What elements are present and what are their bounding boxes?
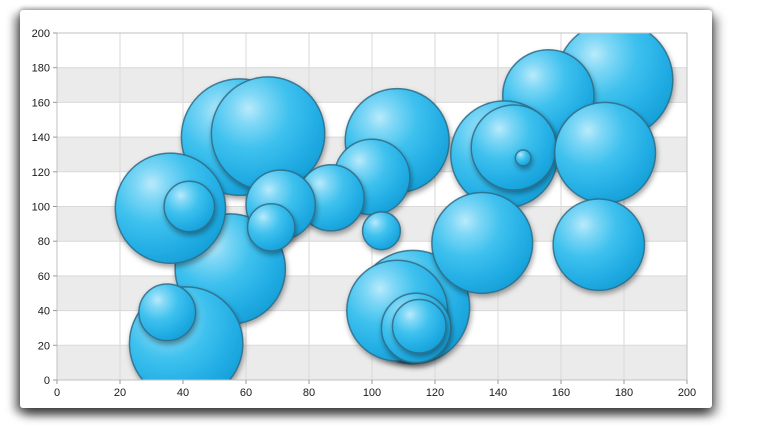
bubble[interactable] bbox=[391, 298, 447, 354]
bubble-series bbox=[114, 33, 674, 380]
y-axis-tick-label: 40 bbox=[38, 306, 50, 318]
y-axis-tick-label: 100 bbox=[32, 202, 50, 214]
x-axis-tick-label: 40 bbox=[177, 387, 189, 399]
x-axis-tick-label: 140 bbox=[489, 387, 507, 399]
y-axis-tick-label: 200 bbox=[32, 28, 50, 40]
x-axis-tick-label: 80 bbox=[303, 387, 315, 399]
y-axis-tick-label: 120 bbox=[32, 167, 50, 179]
bubble[interactable] bbox=[246, 202, 296, 252]
bubble[interactable] bbox=[138, 283, 197, 342]
bubble[interactable] bbox=[470, 104, 558, 191]
x-axis-tick-label: 20 bbox=[114, 387, 126, 399]
x-axis-tick-label: 200 bbox=[678, 387, 696, 399]
x-axis-tick-label: 100 bbox=[363, 387, 381, 399]
bubble[interactable] bbox=[553, 101, 657, 204]
x-axis-tick-label: 160 bbox=[552, 387, 570, 399]
bubble[interactable] bbox=[361, 211, 402, 251]
y-axis-tick-label: 60 bbox=[38, 271, 50, 283]
bubble-chart: 0 20 40 60 80 100 120 140 160 180 200 0 20 40 60 80 100 1… bbox=[32, 28, 697, 399]
y-axis-tick-label: 160 bbox=[32, 97, 50, 109]
y-axis-tick-label: 0 bbox=[44, 375, 50, 387]
chart-panel: 0 20 40 60 80 100 120 140 160 180 200 0 20 40 60 80 100 1… bbox=[20, 10, 712, 408]
bubble[interactable] bbox=[163, 180, 216, 233]
x-axis-tick-label: 60 bbox=[240, 387, 252, 399]
bubble[interactable] bbox=[431, 191, 534, 295]
x-axis-tick-label: 0 bbox=[54, 387, 60, 399]
bubble[interactable] bbox=[514, 149, 532, 167]
y-axis-tick-label: 20 bbox=[38, 340, 50, 352]
x-axis-tick-label: 120 bbox=[426, 387, 444, 399]
bubble[interactable] bbox=[552, 198, 646, 292]
y-axis-tick-label: 80 bbox=[38, 236, 50, 248]
y-axis-tick-label: 180 bbox=[32, 63, 50, 75]
y-axis-tick-label: 140 bbox=[32, 132, 50, 144]
x-axis-tick-label: 180 bbox=[615, 387, 633, 399]
